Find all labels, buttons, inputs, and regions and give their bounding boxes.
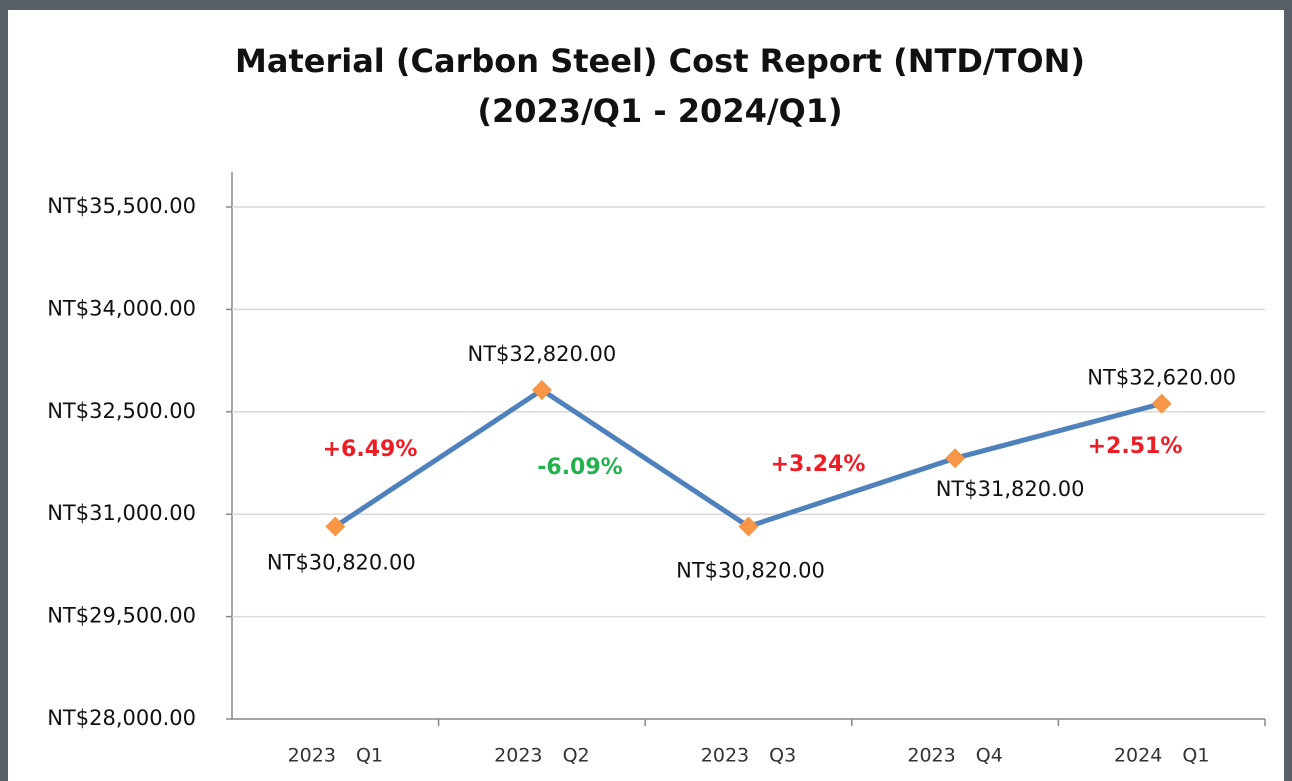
y-tick-label: NT$32,500.00 (47, 399, 196, 423)
x-tick-label: 2023 Q4 (907, 745, 1002, 767)
value-label: NT$32,820.00 (468, 342, 617, 366)
change-annotation: -6.09% (537, 455, 622, 480)
y-tick-label: NT$34,000.00 (47, 296, 196, 320)
y-tick-label: NT$35,500.00 (47, 194, 196, 218)
change-annotation: +2.51% (1088, 434, 1183, 459)
value-label: NT$30,820.00 (676, 558, 825, 582)
y-tick-label: NT$28,000.00 (47, 706, 196, 730)
value-label: NT$31,820.00 (936, 477, 1085, 501)
chart: Material (Carbon Steel) Cost Report (NTD… (0, 0, 1292, 781)
x-tick-label: 2023 Q1 (288, 745, 383, 767)
x-tick-label: 2023 Q3 (701, 745, 796, 767)
page: Material (Carbon Steel) Cost Report (NTD… (0, 0, 1292, 781)
chart-subtitle: (2023/Q1 - 2024/Q1) (477, 92, 842, 130)
chart-title: Material (Carbon Steel) Cost Report (NTD… (235, 42, 1085, 80)
change-annotation: +3.24% (771, 452, 866, 477)
x-tick-label: 2024 Q1 (1114, 745, 1209, 767)
value-label: NT$30,820.00 (267, 550, 416, 574)
y-tick-label: NT$29,500.00 (47, 604, 196, 628)
y-tick-label: NT$31,000.00 (47, 501, 196, 525)
change-annotation: +6.49% (323, 437, 418, 462)
value-label: NT$32,620.00 (1087, 366, 1236, 390)
x-tick-label: 2023 Q2 (494, 745, 589, 767)
